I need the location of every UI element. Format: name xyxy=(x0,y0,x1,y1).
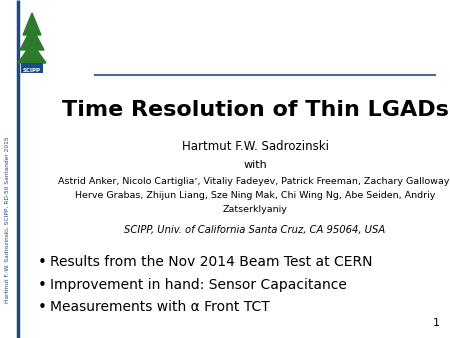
Text: Improvement in hand: Sensor Capacitance: Improvement in hand: Sensor Capacitance xyxy=(50,278,347,292)
Text: 1: 1 xyxy=(433,318,440,328)
Text: Hartmut F.-W. Sadrozinski, SCIPP, RD-50 Santander 2015: Hartmut F.-W. Sadrozinski, SCIPP, RD-50 … xyxy=(4,137,9,303)
Text: SCIPP, Univ. of California Santa Cruz, CA 95064, USA: SCIPP, Univ. of California Santa Cruz, C… xyxy=(124,225,386,235)
Polygon shape xyxy=(18,43,46,63)
Text: Results from the Nov 2014 Beam Test at CERN: Results from the Nov 2014 Beam Test at C… xyxy=(50,255,373,269)
Text: Measurements with α Front TCT: Measurements with α Front TCT xyxy=(50,300,270,314)
Text: SCIPP: SCIPP xyxy=(23,68,41,72)
Text: •: • xyxy=(38,300,47,315)
Polygon shape xyxy=(23,13,41,35)
Text: Herve Grabas, Zhijun Liang, Sze Ning Mak, Chi Wing Ng, Abe Seiden, Andriy: Herve Grabas, Zhijun Liang, Sze Ning Mak… xyxy=(75,191,435,200)
Text: Astrid Anker, Nicolo Cartigliaʼ, Vitaliy Fadeyev, Patrick Freeman, Zachary Gallo: Astrid Anker, Nicolo Cartigliaʼ, Vitaliy… xyxy=(58,177,450,186)
Text: Zatserklyaniy: Zatserklyaniy xyxy=(223,205,288,214)
Text: •: • xyxy=(38,255,47,270)
Bar xyxy=(30,60,34,68)
Text: with: with xyxy=(243,160,267,170)
Text: Time Resolution of Thin LGADs: Time Resolution of Thin LGADs xyxy=(62,100,449,120)
Text: •: • xyxy=(38,278,47,293)
Text: Hartmut F.W. Sadrozinski: Hartmut F.W. Sadrozinski xyxy=(181,140,328,153)
Polygon shape xyxy=(20,27,44,50)
FancyBboxPatch shape xyxy=(21,63,43,73)
